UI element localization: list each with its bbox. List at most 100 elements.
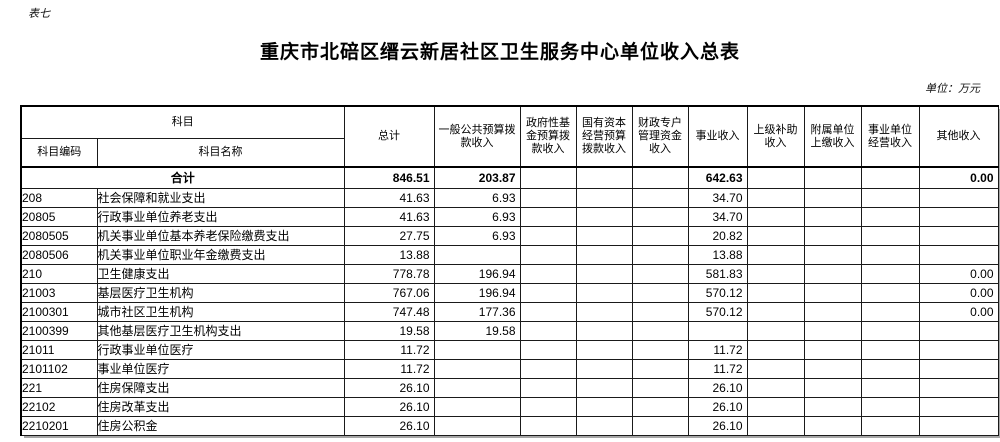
page-title: 重庆市北碚区缙云新居社区卫生服务中心单位收入总表 bbox=[259, 42, 740, 63]
total-value-cell: 642.63 bbox=[687, 166, 748, 189]
table-body: 合计 846.51 203.87 642.63 0.00 208 社会保障和就业支… bbox=[20, 166, 999, 436]
col-header-total: 总计 bbox=[343, 105, 435, 168]
total-row: 合计 846.51 203.87 642.63 0.00 bbox=[20, 166, 999, 189]
value-cell bbox=[519, 206, 577, 227]
value-cell bbox=[803, 339, 862, 360]
value-cell: 0.00 bbox=[918, 301, 999, 322]
value-cell: 26.10 bbox=[343, 377, 435, 398]
total-value-cell: 846.51 bbox=[343, 166, 435, 189]
value-cell bbox=[803, 377, 862, 398]
value-cell bbox=[918, 320, 999, 341]
value-cell bbox=[631, 301, 689, 322]
value-cell bbox=[631, 206, 689, 227]
value-cell bbox=[575, 263, 633, 284]
value-cell: 26.10 bbox=[343, 415, 435, 436]
value-cell bbox=[519, 339, 577, 360]
value-cell bbox=[575, 187, 633, 208]
table-row: 2080505 机关事业单位基本养老保险缴费支出 27.75 6.93 20.82 bbox=[20, 225, 999, 246]
value-cell: 767.06 bbox=[343, 282, 435, 303]
value-cell: 27.75 bbox=[343, 225, 435, 246]
table-row: 21003 基层医疗卫生机构 767.06 196.94 570.12 0.00 bbox=[20, 282, 999, 303]
col-header-general-public-budget: 一般公共预算拨款收入 bbox=[433, 105, 521, 168]
value-cell bbox=[433, 244, 521, 265]
subject-name-cell: 事业单位医疗 bbox=[96, 358, 345, 379]
value-cell: 778.78 bbox=[343, 263, 435, 284]
value-cell bbox=[519, 225, 577, 246]
value-cell bbox=[746, 206, 805, 227]
header-row-2: 科目编码 科目名称 bbox=[20, 137, 998, 168]
value-cell: 11.72 bbox=[343, 339, 435, 360]
value-cell: 34.70 bbox=[687, 187, 748, 208]
total-value-cell: 0.00 bbox=[918, 166, 999, 189]
value-cell bbox=[575, 320, 633, 341]
value-cell bbox=[803, 358, 862, 379]
value-cell bbox=[519, 263, 577, 284]
value-cell bbox=[803, 244, 862, 265]
col-header-govt-fund-budget: 政府性基金预算拨款收入 bbox=[519, 105, 577, 168]
value-cell bbox=[519, 415, 577, 436]
subject-name-cell: 行政事业单位医疗 bbox=[96, 339, 345, 360]
value-cell bbox=[803, 415, 862, 436]
value-cell bbox=[860, 301, 920, 322]
value-cell bbox=[631, 187, 689, 208]
subject-name-cell: 其他基层医疗卫生机构支出 bbox=[96, 320, 345, 341]
value-cell: 13.88 bbox=[687, 244, 748, 265]
value-cell: 19.58 bbox=[343, 320, 435, 341]
value-cell bbox=[631, 415, 689, 436]
value-cell bbox=[631, 358, 689, 379]
value-cell: 41.63 bbox=[343, 206, 435, 227]
value-cell bbox=[631, 225, 689, 246]
value-cell bbox=[631, 263, 689, 284]
value-cell bbox=[631, 244, 689, 265]
col-header-affiliated-unit-payment: 附属单位上缴收入 bbox=[803, 105, 862, 168]
value-cell bbox=[433, 377, 521, 398]
subject-code-cell: 2101102 bbox=[20, 358, 98, 379]
value-cell bbox=[746, 396, 805, 417]
table-row: 2210201 住房公积金 26.10 26.10 bbox=[20, 415, 999, 436]
subject-name-cell: 卫生健康支出 bbox=[96, 263, 345, 284]
subject-name-cell: 住房改革支出 bbox=[96, 396, 345, 417]
value-cell bbox=[860, 187, 920, 208]
table-row: 221 住房保障支出 26.10 26.10 bbox=[20, 377, 999, 398]
value-cell bbox=[519, 358, 577, 379]
table-row: 20805 行政事业单位养老支出 41.63 6.93 34.70 bbox=[20, 206, 999, 227]
value-cell bbox=[803, 282, 862, 303]
value-cell bbox=[575, 396, 633, 417]
value-cell: 41.63 bbox=[343, 187, 435, 208]
value-cell bbox=[519, 301, 577, 322]
total-value-cell bbox=[803, 166, 862, 189]
subject-code-cell: 2080505 bbox=[20, 225, 98, 246]
value-cell bbox=[746, 282, 805, 303]
subject-name-cell: 社会保障和就业支出 bbox=[96, 187, 345, 208]
value-cell: 0.00 bbox=[918, 282, 999, 303]
table-row: 2080506 机关事业单位职业年金缴费支出 13.88 13.88 bbox=[20, 244, 999, 265]
value-cell bbox=[918, 187, 999, 208]
value-cell: 19.58 bbox=[433, 320, 521, 341]
subject-name-cell: 住房公积金 bbox=[96, 415, 345, 436]
col-header-business-income: 事业收入 bbox=[687, 105, 748, 168]
value-cell bbox=[631, 396, 689, 417]
value-cell: 581.83 bbox=[687, 263, 748, 284]
subject-code-cell: 208 bbox=[20, 187, 98, 208]
value-cell bbox=[860, 415, 920, 436]
value-cell bbox=[803, 263, 862, 284]
col-header-subject-group: 科目 bbox=[20, 105, 345, 139]
subject-code-cell: 20805 bbox=[20, 206, 98, 227]
value-cell bbox=[860, 206, 920, 227]
value-cell bbox=[803, 225, 862, 246]
value-cell: 13.88 bbox=[343, 244, 435, 265]
value-cell bbox=[519, 320, 577, 341]
value-cell bbox=[519, 282, 577, 303]
value-cell: 6.93 bbox=[433, 225, 521, 246]
total-value-cell bbox=[746, 166, 805, 189]
value-cell bbox=[860, 396, 920, 417]
subject-code-cell: 210 bbox=[20, 263, 98, 284]
table-row: 22102 住房改革支出 26.10 26.10 bbox=[20, 396, 999, 417]
col-header-subject-code: 科目编码 bbox=[20, 137, 98, 168]
col-header-other-income: 其他收入 bbox=[918, 105, 999, 168]
value-cell bbox=[631, 282, 689, 303]
value-cell bbox=[746, 244, 805, 265]
total-row-label: 合计 bbox=[20, 166, 345, 189]
subject-code-cell: 221 bbox=[20, 377, 98, 398]
value-cell bbox=[803, 301, 862, 322]
